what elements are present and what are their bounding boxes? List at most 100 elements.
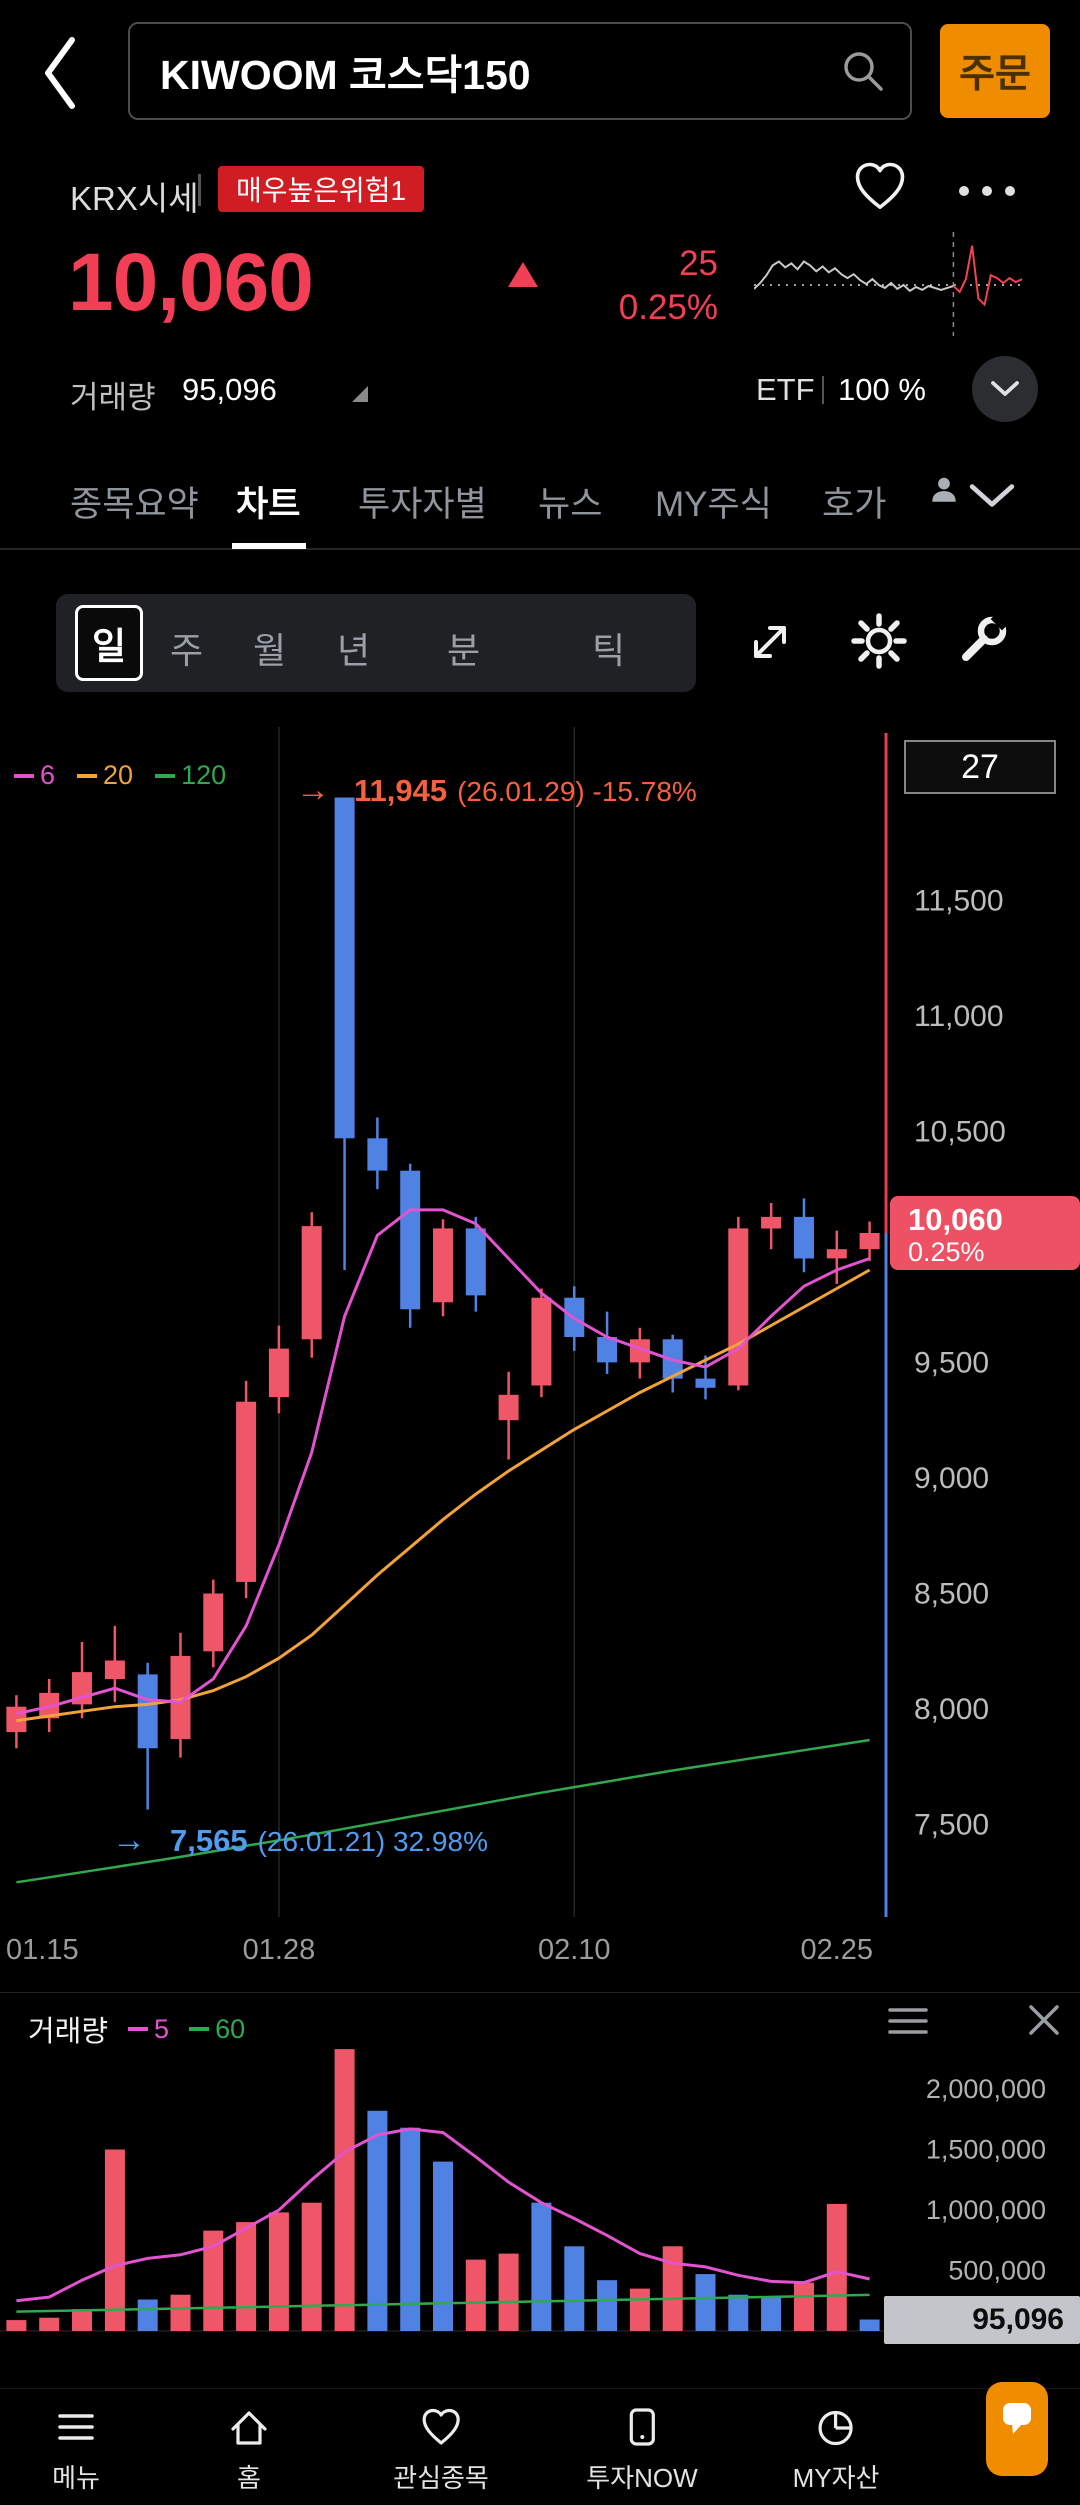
nav-invest-now-label: 투자NOW [586, 2463, 698, 2493]
volume-label: 거래량 [70, 380, 156, 415]
timeframe-week-button[interactable]: 주 [170, 630, 204, 671]
max-price-value: 11,945 [354, 773, 448, 808]
volume-chart[interactable]: 2,000,000 1,500,000 1,000,000 500,000 [0, 2000, 1080, 2350]
chevron-down-icon [991, 381, 1019, 396]
volume-panel-close-button[interactable] [1026, 2002, 1062, 2038]
tab-chart[interactable]: 차트 [236, 485, 301, 524]
svg-text:02.25: 02.25 [800, 1934, 873, 1965]
chevron-down-icon [969, 484, 1015, 507]
stock-title: KIWOOM 코스닥150 [160, 52, 531, 98]
back-button[interactable] [36, 32, 86, 114]
risk-badge: 매우높은위험1 [218, 166, 425, 212]
svg-text:7,500: 7,500 [914, 1809, 989, 1842]
ma-legend: 6 20 120 [14, 760, 226, 791]
svg-text:9,000: 9,000 [914, 1462, 989, 1495]
divider [198, 174, 201, 206]
nav-invest-now[interactable]: 투자NOW [586, 2403, 698, 2495]
ma20-legend-swatch [77, 773, 98, 778]
price-up-triangle-icon [508, 262, 538, 287]
bar-count-box[interactable]: 27 [904, 740, 1056, 794]
timeframe-tick-button[interactable]: 틱 [592, 630, 626, 671]
more-menu-button[interactable] [956, 184, 1020, 198]
stock-search-input[interactable]: KIWOOM 코스닥150 [128, 22, 912, 120]
divider [0, 1992, 1080, 1993]
active-tab-underline [232, 543, 306, 549]
heart-icon [422, 2408, 460, 2445]
timeframe-day-button[interactable]: 일 [75, 605, 143, 681]
menu-icon [58, 2414, 94, 2440]
change-percent: 0.25% [618, 288, 718, 327]
heart-icon [855, 162, 905, 210]
volume-panel-drag-handle[interactable] [886, 2004, 930, 2038]
timeframe-month-button[interactable]: 월 [253, 630, 287, 671]
tab-bar: 종목요약 차트 투자자별 뉴스 MY주식 호가 [0, 452, 1080, 550]
price-change: 25 0.25% [556, 242, 718, 330]
nav-favorites[interactable]: 관심종목 [393, 2403, 489, 2495]
nav-menu[interactable]: 메뉴 [52, 2403, 100, 2495]
vol-ma60-legend-swatch [189, 2027, 210, 2031]
current-price-tag: 10,060 0.25% [890, 1196, 1080, 1271]
volume-detail-icon [352, 386, 368, 402]
nav-menu-label: 메뉴 [52, 2463, 100, 2493]
ma6-legend-swatch [14, 773, 34, 778]
tab-investors[interactable]: 투자자별 [358, 485, 487, 524]
expand-icon [754, 626, 786, 658]
svg-text:500,000: 500,000 [948, 2256, 1046, 2286]
right-arrow-icon: → [296, 771, 330, 809]
vol-ma5-legend-label: 5 [154, 2013, 170, 2044]
fullscreen-button[interactable] [742, 614, 798, 670]
search-icon [844, 52, 883, 91]
max-price-detail: (26.01.29) -15.78% [457, 776, 697, 807]
chat-icon [1003, 2403, 1031, 2434]
svg-text:02.10: 02.10 [538, 1934, 611, 1965]
nav-favorites-label: 관심종목 [393, 2463, 489, 2493]
ma6-legend-label: 6 [40, 760, 56, 790]
candlestick-canvas[interactable]: 11,500 11,000 10,500 9,500 9,000 8,500 8,000 7,… [0, 727, 1080, 1966]
bottom-navigation: 메뉴 홈 관심종목 투자NOW M [0, 2388, 1080, 2505]
order-button[interactable]: 주문 [940, 24, 1050, 118]
current-volume-badge: 95,096 [884, 2296, 1080, 2344]
tab-news[interactable]: 뉴스 [538, 485, 603, 524]
min-price-detail: (26.01.21) 32.98% [257, 1826, 488, 1857]
nav-my-assets[interactable]: MY자산 [793, 2403, 879, 2495]
tab-my-stock[interactable]: MY주식 [655, 485, 772, 524]
change-value: 25 [679, 244, 718, 283]
min-price-value: 7,565 [170, 1823, 248, 1858]
nav-home[interactable]: 홈 [225, 2403, 273, 2495]
volume-value: 95,096 [182, 372, 277, 407]
vol-ma5-legend-swatch [128, 2027, 149, 2031]
etf-percent: 100 % [838, 372, 926, 407]
right-arrow-icon: → [112, 1821, 146, 1859]
tabs-expand-button[interactable] [968, 482, 1016, 510]
chart-tools-button[interactable] [952, 607, 1014, 672]
chart-settings-button[interactable] [848, 610, 910, 672]
tab-summary[interactable]: 종목요약 [70, 485, 199, 524]
svg-text:11,500: 11,500 [914, 884, 1004, 917]
svg-text:10,500: 10,500 [914, 1115, 1006, 1148]
floating-chat-button[interactable] [986, 2382, 1048, 2476]
divider [822, 376, 824, 404]
device-icon [629, 2408, 655, 2446]
timeframe-minute-button[interactable]: 분 [447, 630, 481, 671]
volume-legend: 거래량 5 60 [28, 2008, 245, 2050]
timeframe-selector: 일 주 월 년 분 틱 [56, 594, 696, 692]
tag-price: 10,060 [908, 1202, 1003, 1238]
svg-text:11,000: 11,000 [914, 1000, 1004, 1033]
wrench-icon [962, 607, 1014, 661]
market-label: KRX시세 [70, 180, 199, 217]
close-icon [1029, 2005, 1059, 2035]
max-price-annotation: → 11,945 (26.01.29) -15.78% [296, 771, 697, 810]
svg-text:9,500: 9,500 [914, 1346, 989, 1379]
svg-text:8,000: 8,000 [914, 1693, 989, 1726]
favorite-button[interactable] [852, 160, 908, 214]
candlestick-chart[interactable]: 11,500 11,000 10,500 9,500 9,000 8,500 8,000 7,… [0, 727, 1080, 1967]
timeframe-year-button[interactable]: 년 [337, 630, 371, 671]
tag-percent: 0.25% [908, 1237, 985, 1268]
current-price: 10,060 [68, 237, 314, 328]
expand-info-button[interactable] [972, 356, 1038, 422]
vol-ma60-legend-label: 60 [215, 2013, 246, 2044]
tab-quotes[interactable]: 호가 [822, 485, 887, 524]
back-chevron-icon [45, 37, 75, 109]
person-icon [928, 474, 960, 506]
